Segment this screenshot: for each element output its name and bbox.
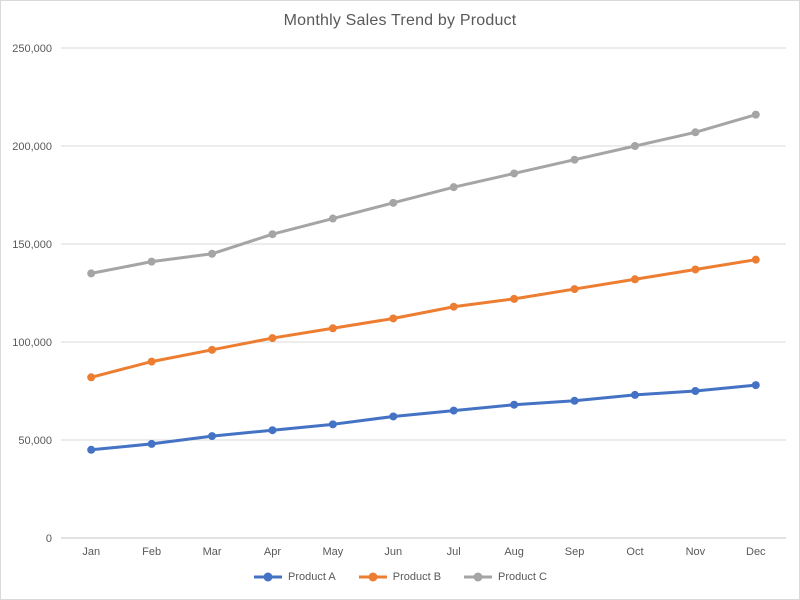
data-point-marker [510, 400, 519, 409]
legend-marker-icon [464, 572, 493, 582]
data-point-marker [147, 357, 156, 366]
data-point-marker [630, 390, 639, 399]
data-point-marker [570, 285, 579, 294]
x-axis-tick-label: Mar [203, 546, 222, 558]
data-point-marker [389, 412, 398, 421]
data-point-marker [389, 314, 398, 323]
x-axis-tick-label: Jun [384, 546, 402, 558]
data-point-marker [570, 396, 579, 405]
data-point-marker [147, 257, 156, 266]
data-point-marker [751, 381, 760, 390]
x-axis-tick-label: Jan [82, 546, 100, 558]
x-axis-tick-label: Apr [264, 546, 281, 558]
legend-item-label: Product B [392, 571, 442, 583]
data-point-marker [208, 432, 217, 441]
chart-title: Monthly Sales Trend by Product [283, 12, 517, 29]
data-point-marker [570, 155, 579, 164]
legend-marker-icon [254, 572, 283, 582]
data-point-marker [87, 445, 96, 454]
data-point-marker [510, 294, 519, 303]
legend-marker-icon [358, 572, 387, 582]
legend-item-product-c[interactable]: Product C [463, 570, 547, 584]
line-chart-plot-area: 0 50,000 100,000 150,000 200,000 250,000 Jan Fe… [12, 43, 786, 558]
data-point-marker [268, 334, 277, 343]
x-axis-tick-label: Sep [565, 546, 585, 558]
x-axis-tick-label: Oct [626, 546, 643, 558]
y-axis-tick-label: 150,000 [12, 239, 52, 251]
data-point-marker [328, 324, 337, 333]
y-axis-tick-label: 50,000 [18, 435, 52, 447]
data-point-marker [328, 214, 337, 223]
y-axis-tick-label: 200,000 [12, 141, 52, 153]
series-line-product-c [89, 113, 758, 275]
x-axis-tick-label: Nov [686, 546, 706, 558]
data-point-marker [87, 373, 96, 382]
x-axis-tick-label: Dec [746, 546, 766, 558]
x-axis-tick-label: Jul [447, 546, 461, 558]
legend-item-product-a[interactable]: Product A [253, 570, 336, 584]
data-point-marker [268, 230, 277, 239]
series-line-product-a [89, 383, 758, 452]
legend-item-product-b[interactable]: Product B [358, 570, 441, 584]
legend-item-label: Product A [288, 571, 336, 583]
data-point-marker [510, 169, 519, 178]
data-point-marker [751, 110, 760, 119]
chart-legend: Product A Product B Product C [1, 570, 799, 584]
x-axis-tick-label: Feb [142, 546, 161, 558]
x-axis-tick-label: Aug [504, 546, 524, 558]
data-point-marker [630, 142, 639, 150]
data-point-marker [630, 275, 639, 284]
data-point-marker [449, 302, 458, 311]
legend-item-label: Product C [498, 571, 547, 583]
y-axis-tick-label: 0 [46, 533, 52, 545]
data-point-marker [449, 183, 458, 192]
data-point-marker [691, 265, 700, 274]
data-point-marker [208, 249, 217, 258]
data-point-marker [751, 255, 760, 264]
y-axis-tick-label: 100,000 [12, 337, 52, 349]
y-axis-tick-label: 250,000 [12, 43, 52, 55]
data-point-marker [691, 387, 700, 395]
data-point-marker [691, 128, 700, 137]
data-point-marker [87, 269, 96, 278]
data-point-marker [147, 439, 156, 448]
data-point-marker [449, 406, 458, 415]
data-point-marker [268, 426, 277, 435]
data-point-marker [328, 420, 337, 429]
x-axis-tick-label: May [322, 546, 343, 558]
data-point-marker [208, 345, 217, 354]
series-line-product-b [89, 258, 758, 379]
data-point-marker [389, 198, 398, 207]
